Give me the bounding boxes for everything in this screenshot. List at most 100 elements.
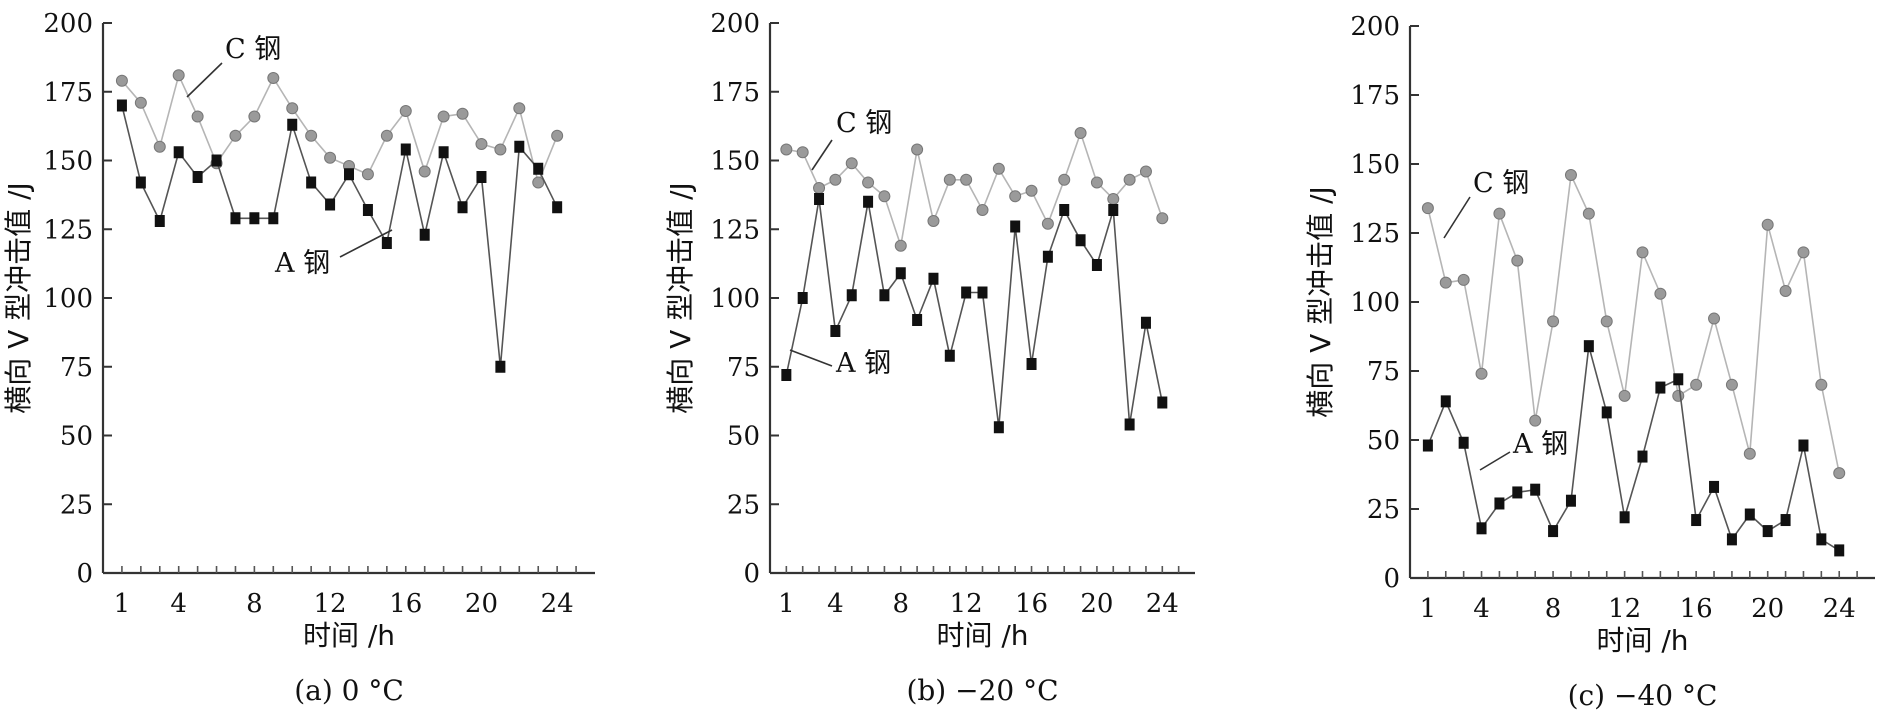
series-label-leader: [186, 62, 223, 98]
data-point-a-steel: [1548, 525, 1559, 538]
data-point-c-steel: [305, 129, 318, 142]
series-label-leader: [339, 229, 393, 258]
data-point-c-steel: [1139, 165, 1152, 178]
data-point-a-steel: [1108, 204, 1119, 216]
x-tick-label: 24: [1823, 594, 1856, 624]
y-axis-title: 横向 V 型冲击值 /J: [1304, 186, 1337, 418]
data-point-a-steel: [1124, 418, 1135, 431]
x-tick-label: 16: [1015, 589, 1048, 619]
data-point-a-steel: [1140, 316, 1151, 329]
chart-panel-3: 0 25 50 75 100 125 150 175 200 1 4 8 12 16 20 24 C 钢 A 钢 横…: [1304, 12, 1875, 712]
series-line-c-steel: [121, 72, 558, 186]
data-point-a-steel: [344, 168, 354, 181]
data-point-a-steel: [944, 349, 955, 362]
data-point-c-steel: [1511, 254, 1524, 267]
data-point-c-steel: [1636, 246, 1649, 259]
y-tick-label: 150: [43, 147, 93, 177]
data-point-a-steel: [476, 171, 487, 183]
data-point-c-steel: [1439, 276, 1452, 289]
data-point-a-steel: [1091, 259, 1102, 271]
x-tick-label: 8: [892, 589, 909, 619]
x-tick-label: 4: [827, 589, 844, 619]
data-point-c-steel: [894, 239, 907, 252]
series-label-a-steel: A 钢: [274, 248, 330, 279]
data-point-c-steel: [399, 105, 412, 117]
series-line-a-steel: [785, 198, 1164, 428]
x-tick-label: 20: [1751, 594, 1784, 624]
data-point-c-steel: [115, 74, 128, 87]
y-tick-label: 200: [710, 9, 760, 39]
data-point-a-steel: [1026, 358, 1037, 370]
y-tick-label: 200: [1350, 12, 1400, 42]
series-line-a-steel: [1427, 345, 1840, 552]
data-point-c-steel: [1457, 273, 1470, 286]
data-point-c-steel: [1672, 389, 1685, 402]
y-tick-label: 125: [1350, 219, 1400, 249]
data-point-a-steel: [1762, 525, 1773, 538]
data-point-a-steel: [814, 193, 825, 205]
data-point-c-steel: [248, 110, 261, 123]
x-axis-title: 时间 /h: [1596, 624, 1688, 657]
y-axis-title: 横向 V 型冲击值 /J: [2, 182, 35, 414]
data-point-c-steel: [1761, 218, 1774, 231]
data-point-c-steel: [1123, 173, 1136, 186]
series-label-a-steel: A 钢: [1512, 429, 1568, 460]
y-tick-label: 50: [60, 422, 93, 452]
data-point-a-steel: [1530, 483, 1541, 496]
data-point-a-steel: [1583, 340, 1594, 353]
data-point-a-steel: [419, 228, 430, 241]
data-point-c-steel: [1708, 312, 1721, 325]
data-point-c-steel: [532, 176, 545, 189]
data-point-c-steel: [862, 176, 875, 189]
panel-caption: (c) −40 °C: [1568, 679, 1718, 712]
data-point-c-steel: [229, 129, 242, 142]
data-point-a-steel: [230, 212, 241, 225]
data-point-c-steel: [927, 215, 940, 227]
data-point-a-steel: [135, 176, 146, 189]
data-point-c-steel: [1009, 190, 1022, 203]
data-point-c-steel: [1797, 246, 1810, 259]
y-tick-label: 25: [60, 490, 93, 520]
data-point-a-steel: [895, 267, 906, 280]
data-point-a-steel: [552, 201, 563, 214]
y-tick-label: 0: [1383, 564, 1400, 594]
data-point-c-steel: [1156, 212, 1169, 225]
data-point-a-steel: [1798, 439, 1809, 452]
x-tick-label: 1: [1420, 594, 1437, 624]
data-point-c-steel: [1582, 207, 1595, 220]
data-point-c-steel: [845, 157, 858, 170]
panel-caption: (b) −20 °C: [906, 674, 1058, 707]
y-tick-label: 150: [1350, 150, 1400, 180]
series-label-leader: [1443, 196, 1471, 239]
x-tick-label: 12: [1608, 594, 1641, 624]
data-point-a-steel: [249, 212, 260, 225]
data-point-a-steel: [154, 215, 165, 227]
series-label-leader: [789, 349, 833, 367]
y-tick-label: 0: [76, 559, 93, 589]
data-point-a-steel: [1440, 395, 1451, 408]
data-point-c-steel: [976, 204, 989, 216]
data-point-a-steel: [1565, 494, 1576, 507]
y-tick-label: 50: [1367, 426, 1400, 456]
series-label-leader: [811, 139, 833, 171]
data-point-a-steel: [325, 198, 336, 211]
data-point-c-steel: [1475, 367, 1488, 380]
data-point-a-steel: [1780, 514, 1791, 527]
data-point-c-steel: [911, 143, 924, 156]
data-point-a-steel: [1458, 436, 1469, 449]
y-tick-label: 25: [727, 490, 760, 520]
data-point-a-steel: [1476, 522, 1487, 535]
x-tick-label: 20: [465, 589, 498, 619]
data-point-a-steel: [173, 146, 184, 159]
x-tick-label: 24: [541, 589, 574, 619]
data-point-a-steel: [1075, 234, 1086, 247]
data-point-a-steel: [1042, 250, 1053, 263]
data-point-c-steel: [1107, 193, 1120, 205]
data-point-a-steel: [287, 118, 298, 131]
y-tick-label: 0: [743, 559, 760, 589]
data-point-c-steel: [829, 173, 842, 186]
data-point-a-steel: [1422, 439, 1433, 452]
data-point-a-steel: [1655, 381, 1666, 394]
x-tick-label: 1: [778, 589, 795, 619]
y-tick-label: 100: [43, 284, 93, 314]
